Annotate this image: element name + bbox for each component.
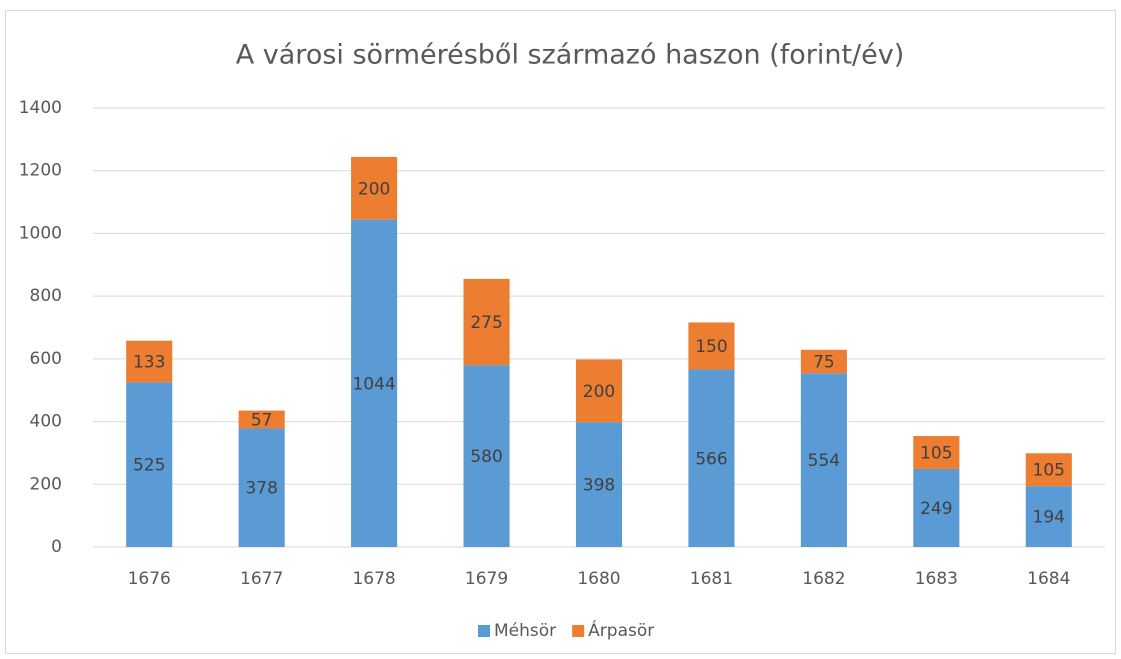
bar-segment <box>800 373 847 547</box>
legend-label: Árpasör <box>588 619 654 641</box>
bar-segment <box>688 369 735 547</box>
x-tick-label: 1679 <box>465 569 508 589</box>
y-tick-label: 0 <box>51 537 62 557</box>
data-label: 150 <box>695 337 727 357</box>
y-tick-label: 600 <box>30 349 62 369</box>
y-tick-label: 800 <box>30 286 62 306</box>
legend-label: Méhsör <box>494 621 556 641</box>
y-tick-label: 1400 <box>19 98 62 118</box>
data-label: 525 <box>133 456 165 476</box>
data-label: 580 <box>470 447 502 467</box>
bar-segment <box>126 382 173 547</box>
data-label: 200 <box>358 179 390 199</box>
bar-segment <box>238 428 285 547</box>
data-label: 200 <box>583 382 615 402</box>
data-label: 75 <box>813 353 835 373</box>
x-tick-label: 1683 <box>915 569 958 589</box>
bar-segment <box>351 156 398 220</box>
chart-title: A városi sörmérésből származó haszon (fo… <box>236 40 905 71</box>
x-tick-label: 1682 <box>802 569 845 589</box>
x-tick-label: 1680 <box>577 569 620 589</box>
bar-segment <box>126 340 173 383</box>
data-label: 275 <box>470 313 502 333</box>
y-tick-label: 400 <box>30 412 62 432</box>
chart-frame <box>5 10 1116 654</box>
x-tick-label: 1676 <box>128 569 171 589</box>
data-label: 105 <box>1033 461 1065 481</box>
data-label: 249 <box>920 499 952 519</box>
bar-segment <box>351 219 398 548</box>
x-tick-label: 1681 <box>690 569 733 589</box>
bar-segment <box>1025 486 1072 547</box>
data-label: 105 <box>920 443 952 463</box>
bar-segment <box>800 349 847 374</box>
data-label: 378 <box>245 479 277 499</box>
y-tick-label: 200 <box>30 474 62 494</box>
y-tick-label: 1000 <box>19 223 62 243</box>
bar-segment <box>913 435 960 469</box>
data-label: 566 <box>695 449 727 469</box>
bar-segment <box>575 359 623 423</box>
data-label: 1044 <box>352 374 395 394</box>
bar-segment <box>913 468 960 547</box>
bar-segment <box>575 422 623 547</box>
y-tick-label: 1200 <box>19 161 62 181</box>
legend-swatch <box>572 625 585 637</box>
bar-segment <box>1025 453 1072 487</box>
legend-swatch <box>478 625 490 637</box>
data-label: 194 <box>1033 508 1065 528</box>
data-label: 133 <box>133 353 165 373</box>
bar-segment <box>463 365 510 547</box>
bar-segment <box>688 322 735 370</box>
data-label: 554 <box>808 451 840 471</box>
x-tick-label: 1677 <box>240 569 283 589</box>
data-label: 57 <box>251 411 273 431</box>
bar-segment <box>238 410 285 429</box>
bar-segment <box>463 278 510 366</box>
x-tick-label: 1678 <box>352 569 395 589</box>
data-label: 398 <box>583 476 615 496</box>
x-tick-label: 1684 <box>1027 569 1070 589</box>
